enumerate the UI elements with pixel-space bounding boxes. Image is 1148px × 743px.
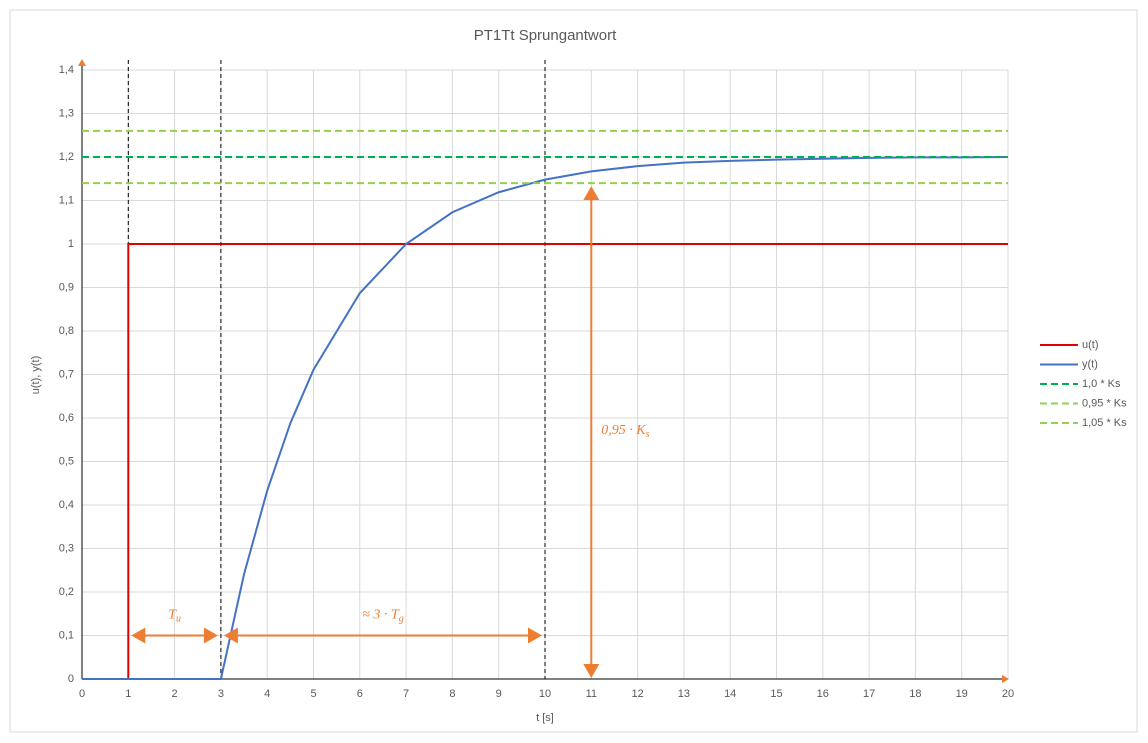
x-tick-label: 10 xyxy=(539,688,551,700)
x-tick-label: 15 xyxy=(770,688,782,700)
y-tick-label: 0,7 xyxy=(59,368,74,380)
annotation-text: T xyxy=(168,608,177,623)
x-tick-label: 20 xyxy=(1002,688,1014,700)
x-tick-label: 3 xyxy=(218,688,224,700)
y-tick-label: 0,9 xyxy=(59,281,74,293)
x-tick-label: 14 xyxy=(724,688,736,700)
annotation-subscript: u xyxy=(176,614,181,625)
y-tick-label: 0,8 xyxy=(59,325,74,337)
legend-label: y(t) xyxy=(1082,358,1098,370)
x-tick-label: 4 xyxy=(264,688,270,700)
y-tick-label: 0,3 xyxy=(59,542,74,554)
y-axis-title: u(t), y(t) xyxy=(30,356,42,395)
legend-label: 1,05 * Ks xyxy=(1082,417,1127,429)
y-tick-label: 1,4 xyxy=(59,64,74,76)
x-tick-label: 0 xyxy=(79,688,85,700)
x-tick-label: 18 xyxy=(909,688,921,700)
x-tick-label: 9 xyxy=(496,688,502,700)
x-tick-label: 16 xyxy=(817,688,829,700)
annotation-text: 0,95 · K xyxy=(601,423,646,438)
x-tick-label: 6 xyxy=(357,688,363,700)
annotation-subscript: s xyxy=(646,429,650,440)
y-tick-label: 0,2 xyxy=(59,586,74,598)
legend-label: 1,0 * Ks xyxy=(1082,378,1121,390)
x-tick-label: 8 xyxy=(449,688,455,700)
x-tick-label: 13 xyxy=(678,688,690,700)
annotation-text: ≈ 3 · T xyxy=(362,608,400,623)
annotation-subscript: g xyxy=(399,614,404,625)
y-tick-label: 0 xyxy=(68,673,74,685)
x-axis-title: t [s] xyxy=(536,712,554,724)
annotation-label: Tu xyxy=(168,608,181,625)
y-tick-label: 1 xyxy=(68,238,74,250)
annotation-label: ≈ 3 · Tg xyxy=(362,608,403,625)
chart-title: PT1Tt Sprungantwort xyxy=(474,27,617,44)
series-line xyxy=(82,156,1009,680)
x-tick-label: 2 xyxy=(172,688,178,700)
y-tick-label: 1,1 xyxy=(59,194,74,206)
x-tick-label: 17 xyxy=(863,688,875,700)
y-tick-label: 0,5 xyxy=(59,455,74,467)
legend-label: 0,95 * Ks xyxy=(1082,397,1127,409)
legend-label: u(t) xyxy=(1082,339,1099,351)
y-tick-label: 1,3 xyxy=(59,107,74,119)
x-tick-label: 5 xyxy=(310,688,316,700)
annotation-label: 0,95 · Ks xyxy=(601,423,649,440)
x-tick-label: 12 xyxy=(631,688,643,700)
x-tick-label: 1 xyxy=(125,688,131,700)
y-tick-label: 0,6 xyxy=(59,412,74,424)
x-tick-label: 7 xyxy=(403,688,409,700)
x-tick-label: 19 xyxy=(956,688,968,700)
y-tick-label: 0,4 xyxy=(59,499,74,511)
x-tick-label: 11 xyxy=(586,688,597,700)
y-tick-label: 1,2 xyxy=(59,151,74,163)
y-tick-label: 0,1 xyxy=(59,629,74,641)
